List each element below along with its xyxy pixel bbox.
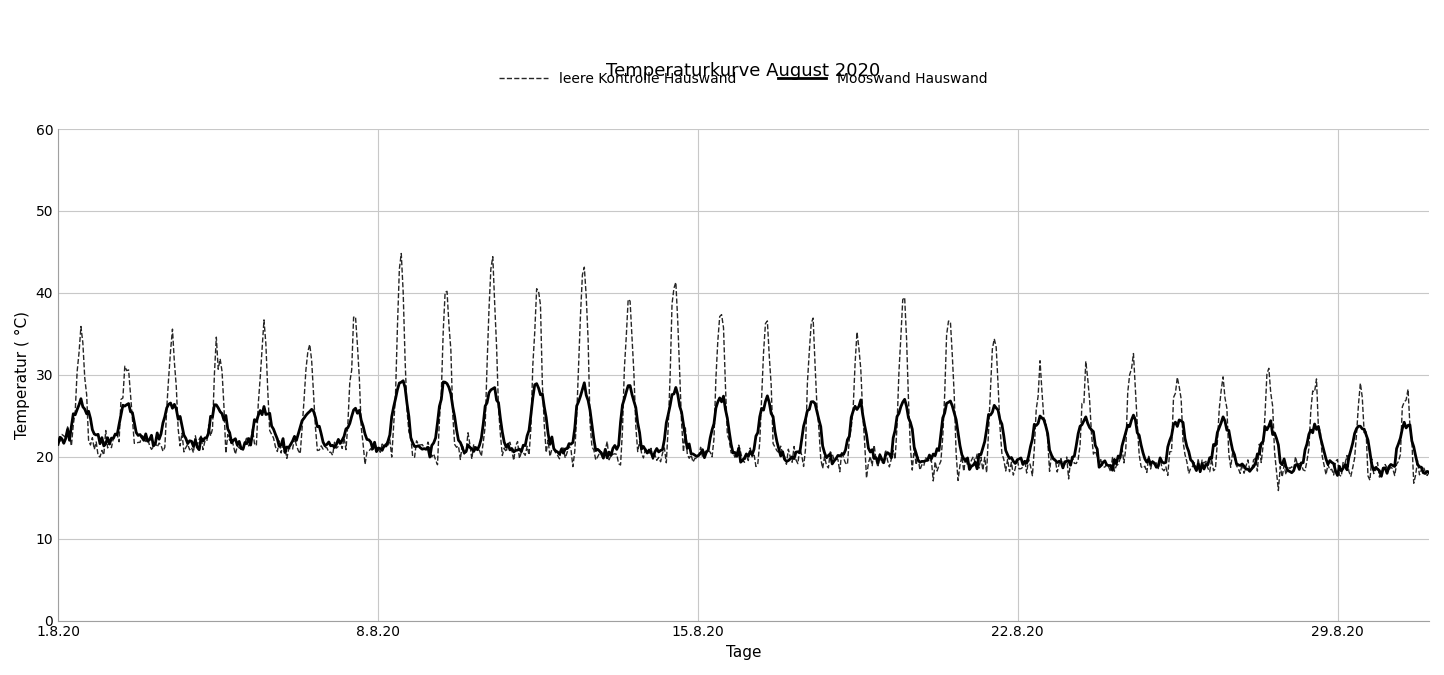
Y-axis label: Temperatur ( °C): Temperatur ( °C): [14, 310, 30, 439]
leere Kontrolle Hauswand: [49, 431, 66, 439]
leere Kontrolle Hauswand: [913, 461, 930, 469]
Mooswand Hauswand: [1421, 468, 1438, 477]
X-axis label: Tage: Tage: [726, 645, 761, 660]
Line: leere Kontrolle Hauswand: leere Kontrolle Hauswand: [58, 254, 1430, 491]
Mooswand Hauswand: [394, 377, 412, 385]
Legend: leere Kontrolle Hauswand, Mooswand Hauswand: leere Kontrolle Hauswand, Mooswand Hausw…: [500, 72, 988, 86]
leere Kontrolle Hauswand: [953, 452, 970, 460]
leere Kontrolle Hauswand: [393, 250, 410, 258]
Line: Mooswand Hauswand: Mooswand Hauswand: [58, 381, 1430, 477]
Mooswand Hauswand: [429, 418, 446, 427]
Mooswand Hauswand: [354, 422, 371, 430]
Mooswand Hauswand: [49, 440, 66, 448]
Title: Temperaturkurve August 2020: Temperaturkurve August 2020: [606, 62, 881, 80]
Mooswand Hauswand: [1373, 472, 1391, 481]
Mooswand Hauswand: [913, 458, 930, 466]
Mooswand Hauswand: [953, 451, 970, 459]
leere Kontrolle Hauswand: [74, 339, 91, 347]
leere Kontrolle Hauswand: [354, 440, 371, 448]
leere Kontrolle Hauswand: [429, 460, 446, 468]
leere Kontrolle Hauswand: [215, 402, 232, 410]
Mooswand Hauswand: [74, 403, 91, 411]
leere Kontrolle Hauswand: [1421, 468, 1438, 477]
Mooswand Hauswand: [215, 416, 232, 424]
leere Kontrolle Hauswand: [1269, 487, 1287, 495]
